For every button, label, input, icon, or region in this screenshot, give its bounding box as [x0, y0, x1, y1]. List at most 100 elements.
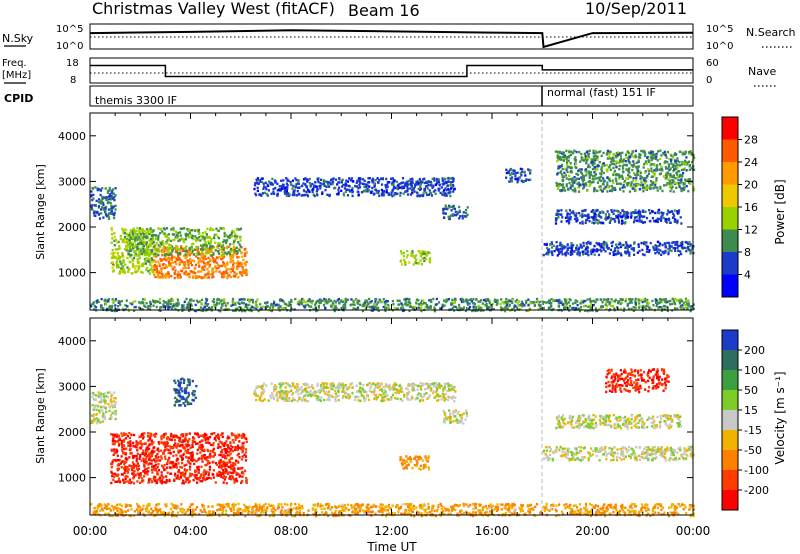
data-cell — [341, 185, 344, 188]
data-cell — [608, 252, 611, 255]
data-cell — [336, 183, 339, 186]
data-cell — [611, 240, 614, 244]
data-cell — [570, 184, 573, 187]
data-cell — [582, 187, 585, 190]
data-cell — [148, 243, 151, 246]
data-cell — [429, 298, 432, 302]
data-cell — [256, 189, 259, 193]
data-cell — [670, 210, 673, 213]
data-cell — [167, 233, 170, 236]
data-cell — [93, 210, 96, 213]
data-cell — [664, 177, 667, 180]
data-cell — [425, 305, 428, 308]
data-cell — [428, 180, 431, 183]
data-cell — [601, 301, 604, 304]
data-cell — [659, 187, 662, 190]
data-cell — [577, 169, 580, 173]
data-cell — [113, 255, 116, 259]
data-cell — [514, 174, 517, 178]
data-cell — [585, 174, 588, 177]
data-cell — [565, 184, 568, 188]
data-cell — [187, 259, 190, 263]
data-cell — [173, 246, 176, 250]
data-cell — [425, 181, 429, 184]
data-cell — [448, 217, 451, 221]
data-cell — [157, 463, 160, 466]
data-cell — [661, 250, 664, 254]
data-cell — [271, 306, 274, 309]
data-cell — [627, 171, 631, 174]
data-cell — [565, 177, 568, 180]
data-cell — [446, 299, 449, 303]
data-cell — [602, 177, 605, 180]
data-cell — [104, 400, 107, 403]
data-cell — [91, 395, 94, 399]
data-cell — [113, 251, 116, 255]
data-cell — [617, 153, 620, 156]
data-cell — [554, 222, 558, 225]
data-cell — [660, 215, 663, 218]
data-cell — [621, 298, 624, 301]
data-cell — [670, 158, 673, 161]
data-cell — [93, 413, 96, 416]
data-cell — [511, 301, 514, 305]
data-cell — [203, 255, 206, 258]
data-cell — [326, 193, 329, 196]
nsky-label: N.Sky — [2, 32, 34, 45]
data-cell — [690, 307, 693, 311]
data-cell — [103, 392, 106, 395]
data-cell — [191, 236, 194, 240]
data-cell — [676, 163, 679, 166]
data-cell — [577, 307, 581, 310]
date-title: 10/Sep/2011 — [585, 0, 687, 18]
data-cell — [637, 159, 640, 163]
data-cell — [278, 298, 281, 301]
data-cell — [617, 210, 620, 214]
data-cell — [678, 164, 681, 167]
data-cell — [150, 249, 153, 252]
data-cell — [140, 235, 143, 238]
data-cell — [331, 177, 334, 181]
data-cell — [384, 304, 387, 307]
data-cell — [442, 207, 446, 210]
data-cell — [374, 303, 377, 306]
data-cell — [422, 178, 425, 181]
data-cell — [102, 406, 105, 409]
data-cell — [168, 262, 171, 266]
data-cell — [588, 171, 591, 174]
data-cell — [277, 303, 280, 307]
data-cell — [154, 260, 157, 264]
data-cell — [571, 189, 574, 192]
data-cell — [210, 306, 213, 309]
data-cell — [609, 168, 612, 171]
data-cell — [108, 409, 111, 413]
data-cell — [106, 201, 109, 205]
data-cell — [639, 174, 642, 177]
data-cell — [559, 251, 562, 254]
data-cell — [318, 301, 321, 305]
data-cell — [100, 208, 103, 211]
data-cell — [490, 303, 493, 307]
data-cell — [151, 239, 154, 242]
data-cell — [191, 263, 194, 267]
data-cell — [684, 159, 687, 163]
data-cell — [408, 298, 411, 301]
data-cell — [189, 261, 192, 265]
data-cell — [656, 159, 659, 162]
data-cell — [462, 300, 465, 304]
data-cell — [382, 191, 385, 194]
data-cell — [146, 267, 149, 270]
data-cell — [405, 256, 408, 259]
data-cell — [282, 179, 285, 182]
data-cell — [651, 216, 654, 220]
data-cell — [643, 177, 647, 180]
data-cell — [619, 152, 622, 155]
data-cell — [461, 217, 464, 220]
data-cell — [134, 243, 137, 247]
data-cell — [111, 442, 114, 446]
data-cell — [659, 157, 662, 161]
data-cell — [643, 215, 646, 218]
data-cell — [324, 180, 327, 183]
data-cell — [185, 272, 188, 275]
data-cell — [516, 177, 519, 180]
